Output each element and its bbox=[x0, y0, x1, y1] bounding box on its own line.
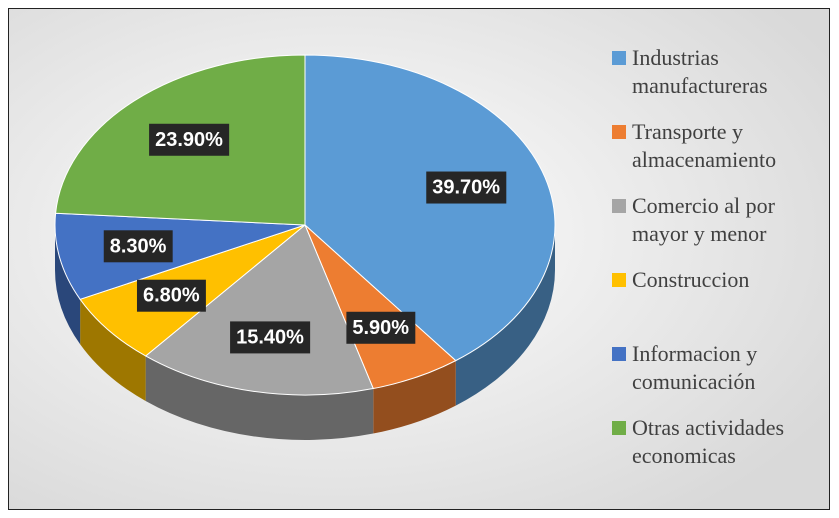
legend-item: Industrias manufactureras bbox=[612, 44, 810, 118]
pie-slice bbox=[144, 224, 374, 396]
pie-side bbox=[373, 360, 456, 434]
value-label-box bbox=[230, 321, 311, 354]
value-label: 15.40% bbox=[236, 326, 304, 348]
legend-swatch bbox=[612, 199, 626, 213]
pie-sides bbox=[55, 225, 555, 440]
value-label-box bbox=[136, 279, 206, 312]
legend-swatch bbox=[612, 51, 626, 65]
pie-slice bbox=[304, 54, 556, 362]
value-label: 8.30% bbox=[110, 235, 167, 257]
legend-label: Comercio al por mayor y menor bbox=[632, 193, 775, 246]
legend-label: Industrias manufactureras bbox=[632, 45, 768, 98]
legend-item: Comercio al por mayor y menor bbox=[612, 192, 810, 266]
value-label: 23.90% bbox=[155, 129, 223, 151]
legend-label: Informacion y comunicación bbox=[632, 341, 758, 394]
value-label-box bbox=[346, 311, 416, 344]
value-labels: 39.70% 5.90% 15.40% 6.80% 8.30% 23.90% bbox=[103, 123, 507, 354]
pie-side bbox=[455, 225, 555, 406]
legend-label: Construccion bbox=[632, 267, 750, 292]
value-label: 6.80% bbox=[143, 285, 200, 307]
legend-item: Informacion y comunicación bbox=[612, 340, 810, 414]
value-label: 5.90% bbox=[352, 317, 409, 339]
legend: Industrias manufactureras Transporte y al… bbox=[612, 44, 817, 488]
value-label: 39.70% bbox=[432, 177, 500, 199]
legend-label: Transporte y almacenamiento bbox=[632, 119, 777, 172]
pie-side bbox=[145, 355, 374, 440]
legend-item: Otras actividades economicas bbox=[612, 414, 810, 488]
pie-side bbox=[55, 225, 81, 345]
legend-swatch bbox=[612, 273, 626, 287]
legend-item: Transporte y almacenamiento bbox=[612, 118, 810, 192]
legend-swatch bbox=[612, 125, 626, 139]
value-label-box bbox=[149, 123, 230, 156]
pie-side bbox=[80, 299, 146, 401]
legend-label: Otras actividades economicas bbox=[632, 415, 785, 468]
legend-item: Construccion bbox=[612, 266, 810, 340]
legend-swatch bbox=[612, 421, 626, 435]
value-label-box bbox=[426, 171, 507, 204]
legend-swatch bbox=[612, 347, 626, 361]
value-label-box bbox=[103, 230, 173, 263]
